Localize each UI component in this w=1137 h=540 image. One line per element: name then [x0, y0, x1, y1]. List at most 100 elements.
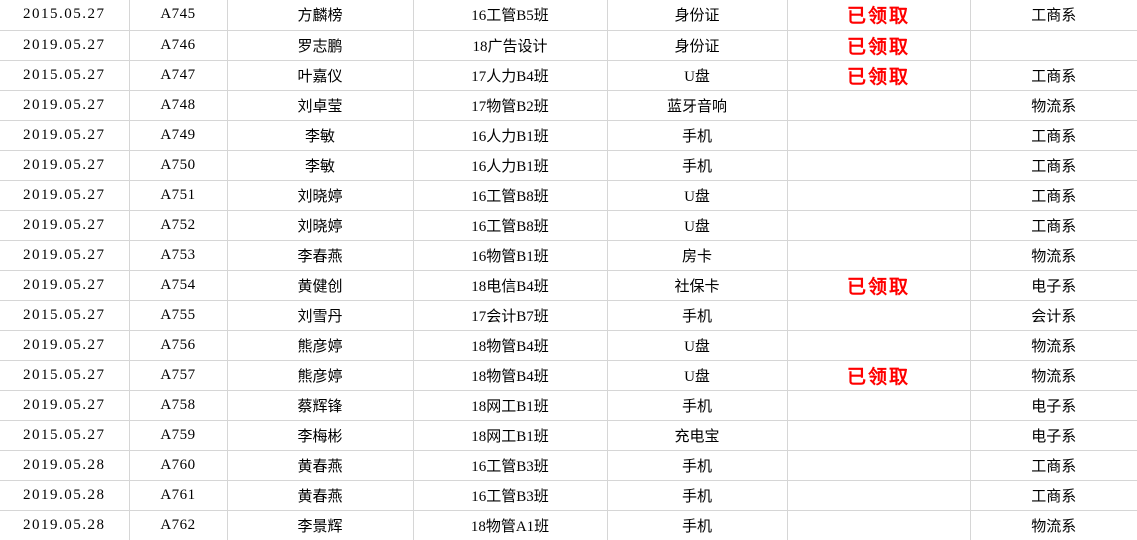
cell-status[interactable]	[787, 300, 971, 331]
cell-id[interactable]: A758	[129, 390, 228, 421]
cell-id[interactable]: A759	[129, 420, 228, 451]
cell-date[interactable]: 2019.05.28	[0, 450, 130, 481]
cell-date[interactable]: 2019.05.28	[0, 510, 130, 540]
cell-item[interactable]: U盘	[607, 60, 788, 91]
cell-dept[interactable]	[970, 30, 1137, 61]
cell-class[interactable]: 16工管B3班	[413, 450, 608, 481]
cell-dept[interactable]: 物流系	[970, 510, 1137, 540]
cell-class[interactable]: 18网工B1班	[413, 390, 608, 421]
cell-status[interactable]: 已领取	[787, 270, 971, 301]
cell-status[interactable]	[787, 210, 971, 241]
cell-item[interactable]: 身份证	[607, 30, 788, 61]
cell-item[interactable]: U盘	[607, 210, 788, 241]
cell-dept[interactable]: 会计系	[970, 300, 1137, 331]
cell-item[interactable]: 手机	[607, 300, 788, 331]
cell-date[interactable]: 2015.05.27	[0, 420, 130, 451]
cell-date[interactable]: 2019.05.27	[0, 390, 130, 421]
cell-dept[interactable]: 工商系	[970, 180, 1137, 211]
cell-name[interactable]: 李梅彬	[227, 420, 414, 451]
cell-item[interactable]: 手机	[607, 510, 788, 540]
cell-date[interactable]: 2019.05.27	[0, 120, 130, 151]
cell-dept[interactable]: 工商系	[970, 120, 1137, 151]
cell-status[interactable]: 已领取	[787, 30, 971, 61]
cell-date[interactable]: 2019.05.27	[0, 240, 130, 271]
cell-date[interactable]: 2015.05.27	[0, 0, 130, 31]
cell-class[interactable]: 18物管B4班	[413, 360, 608, 391]
cell-item[interactable]: 蓝牙音响	[607, 90, 788, 121]
cell-dept[interactable]: 物流系	[970, 90, 1137, 121]
cell-class[interactable]: 18电信B4班	[413, 270, 608, 301]
cell-class[interactable]: 18物管B4班	[413, 330, 608, 361]
cell-id[interactable]: A750	[129, 150, 228, 181]
cell-status[interactable]	[787, 330, 971, 361]
cell-date[interactable]: 2019.05.27	[0, 210, 130, 241]
cell-status[interactable]	[787, 450, 971, 481]
cell-date[interactable]: 2019.05.27	[0, 30, 130, 61]
cell-status[interactable]	[787, 510, 971, 540]
cell-class[interactable]: 16工管B3班	[413, 480, 608, 511]
cell-name[interactable]: 黄春燕	[227, 480, 414, 511]
cell-id[interactable]: A762	[129, 510, 228, 540]
cell-date[interactable]: 2019.05.27	[0, 180, 130, 211]
cell-name[interactable]: 李景辉	[227, 510, 414, 540]
cell-id[interactable]: A753	[129, 240, 228, 271]
cell-date[interactable]: 2015.05.27	[0, 60, 130, 91]
cell-id[interactable]: A745	[129, 0, 228, 31]
cell-class[interactable]: 18物管A1班	[413, 510, 608, 540]
cell-status[interactable]	[787, 120, 971, 151]
cell-name[interactable]: 刘卓莹	[227, 90, 414, 121]
cell-dept[interactable]: 工商系	[970, 210, 1137, 241]
cell-status[interactable]	[787, 180, 971, 211]
cell-class[interactable]: 16人力B1班	[413, 120, 608, 151]
cell-item[interactable]: 社保卡	[607, 270, 788, 301]
cell-class[interactable]: 17人力B4班	[413, 60, 608, 91]
cell-dept[interactable]: 物流系	[970, 360, 1137, 391]
cell-dept[interactable]: 工商系	[970, 60, 1137, 91]
cell-dept[interactable]: 电子系	[970, 390, 1137, 421]
cell-status[interactable]	[787, 480, 971, 511]
cell-id[interactable]: A755	[129, 300, 228, 331]
cell-date[interactable]: 2015.05.27	[0, 360, 130, 391]
cell-dept[interactable]: 电子系	[970, 270, 1137, 301]
cell-status[interactable]	[787, 390, 971, 421]
cell-class[interactable]: 18网工B1班	[413, 420, 608, 451]
cell-item[interactable]: 手机	[607, 480, 788, 511]
cell-item[interactable]: U盘	[607, 330, 788, 361]
cell-item[interactable]: 手机	[607, 120, 788, 151]
cell-name[interactable]: 刘晓婷	[227, 210, 414, 241]
cell-id[interactable]: A754	[129, 270, 228, 301]
cell-class[interactable]: 16工管B8班	[413, 180, 608, 211]
cell-class[interactable]: 16物管B1班	[413, 240, 608, 271]
cell-name[interactable]: 熊彦婷	[227, 330, 414, 361]
cell-item[interactable]: 手机	[607, 450, 788, 481]
cell-id[interactable]: A746	[129, 30, 228, 61]
cell-dept[interactable]: 工商系	[970, 150, 1137, 181]
cell-item[interactable]: 充电宝	[607, 420, 788, 451]
cell-id[interactable]: A748	[129, 90, 228, 121]
cell-status[interactable]: 已领取	[787, 360, 971, 391]
cell-date[interactable]: 2019.05.27	[0, 90, 130, 121]
cell-class[interactable]: 16工管B8班	[413, 210, 608, 241]
cell-dept[interactable]: 工商系	[970, 0, 1137, 31]
cell-id[interactable]: A760	[129, 450, 228, 481]
cell-item[interactable]: 手机	[607, 390, 788, 421]
cell-item[interactable]: 房卡	[607, 240, 788, 271]
cell-id[interactable]: A747	[129, 60, 228, 91]
cell-class[interactable]: 18广告设计	[413, 30, 608, 61]
cell-status[interactable]	[787, 90, 971, 121]
cell-item[interactable]: U盘	[607, 360, 788, 391]
cell-status[interactable]	[787, 420, 971, 451]
cell-name[interactable]: 方麟榜	[227, 0, 414, 31]
cell-item[interactable]: U盘	[607, 180, 788, 211]
cell-name[interactable]: 叶嘉仪	[227, 60, 414, 91]
cell-dept[interactable]: 工商系	[970, 450, 1137, 481]
cell-name[interactable]: 刘晓婷	[227, 180, 414, 211]
cell-name[interactable]: 熊彦婷	[227, 360, 414, 391]
cell-date[interactable]: 2019.05.27	[0, 150, 130, 181]
cell-class[interactable]: 17会计B7班	[413, 300, 608, 331]
cell-id[interactable]: A751	[129, 180, 228, 211]
cell-class[interactable]: 16人力B1班	[413, 150, 608, 181]
cell-dept[interactable]: 电子系	[970, 420, 1137, 451]
cell-date[interactable]: 2019.05.27	[0, 330, 130, 361]
cell-status[interactable]	[787, 240, 971, 271]
